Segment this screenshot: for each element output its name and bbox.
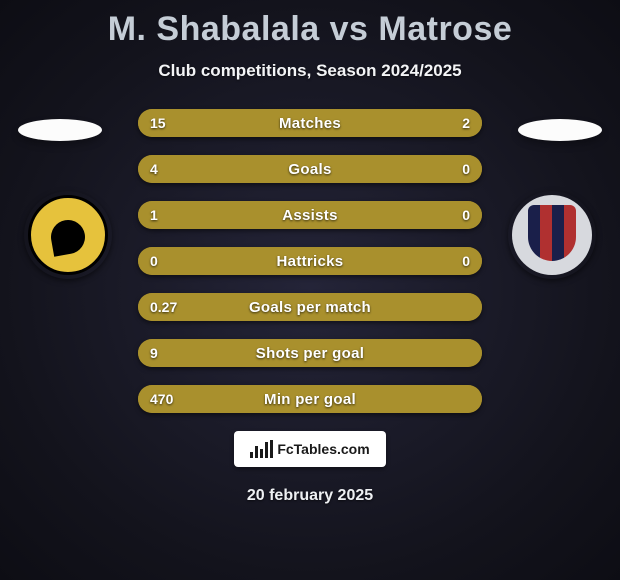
stat-value-right: 0: [462, 155, 470, 183]
stat-row: Goals per match0.27: [138, 293, 482, 321]
stat-label: Matches: [138, 109, 482, 137]
player-right-ellipse: [518, 119, 602, 141]
stat-bars-container: Matches152Goals40Assists10Hattricks00Goa…: [138, 109, 482, 413]
page-title: M. Shabalala vs Matrose: [0, 0, 620, 49]
stat-value-left: 4: [150, 155, 158, 183]
chippa-united-crest-icon: [512, 195, 592, 275]
stat-label: Assists: [138, 201, 482, 229]
comparison-panel: Matches152Goals40Assists10Hattricks00Goa…: [0, 109, 620, 413]
fctables-logo-text: FcTables.com: [277, 441, 369, 457]
stat-value-left: 15: [150, 109, 166, 137]
stat-row: Hattricks0 0: [138, 247, 482, 275]
stat-label: Shots per goal: [138, 339, 482, 367]
stat-label: Min per goal: [138, 385, 482, 413]
stat-label: Goals per match: [138, 293, 482, 321]
stat-row: Shots per goal9: [138, 339, 482, 367]
stat-value-right: 0: [462, 201, 470, 229]
stat-value-left: 470: [150, 385, 173, 413]
stat-value-left: 9: [150, 339, 158, 367]
fctables-logo: FcTables.com: [234, 431, 386, 467]
stat-label: Hattricks: [138, 247, 482, 275]
club-badge-left: [24, 191, 112, 279]
player-left-ellipse: [18, 119, 102, 141]
kaizer-chiefs-crest-icon: [28, 195, 108, 275]
stat-value-left: 0: [150, 247, 158, 275]
club-badge-right: [508, 191, 596, 279]
stat-row: Goals4 0: [138, 155, 482, 183]
stat-value-right: 0: [462, 247, 470, 275]
stat-value-left: 1: [150, 201, 158, 229]
stat-row: Assists1 0: [138, 201, 482, 229]
comparison-date: 20 february 2025: [0, 487, 620, 505]
page-subtitle: Club competitions, Season 2024/2025: [0, 61, 620, 81]
stat-value-left: 0.27: [150, 293, 177, 321]
stat-value-right: 2: [462, 109, 470, 137]
bar-chart-icon: [250, 440, 273, 458]
stat-row: Matches15 2: [138, 109, 482, 137]
stat-row: Min per goal470: [138, 385, 482, 413]
stat-label: Goals: [138, 155, 482, 183]
